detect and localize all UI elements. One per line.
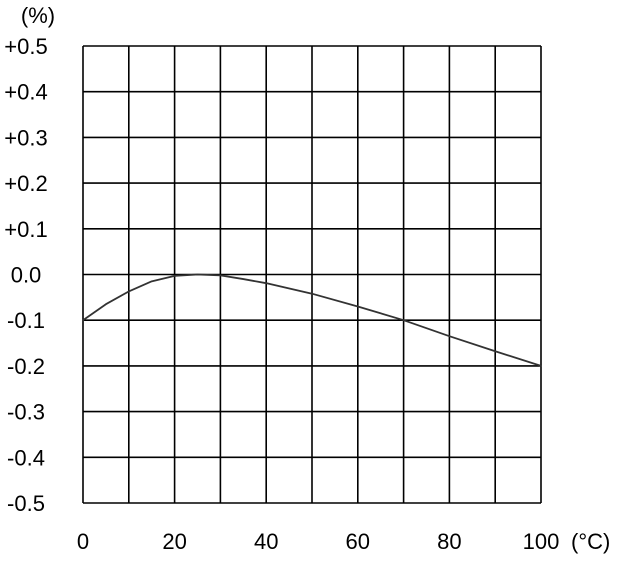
y-tick-label: +0.4	[4, 80, 47, 105]
x-tick-label: 20	[162, 529, 186, 554]
y-tick-label: -0.3	[7, 400, 45, 425]
x-tick-label: 60	[346, 529, 370, 554]
y-axis-ticks: +0.5 +0.4 +0.3 +0.2 +0.1 0.0 -0.1 -0.2 -0.3 -0.4 -…	[4, 34, 47, 516]
x-axis-ticks: 0 20 40 60 80 100	[77, 529, 559, 554]
y-tick-label: 0.0	[11, 263, 42, 288]
y-tick-label: +0.1	[4, 217, 47, 242]
x-axis-unit-label: (°C)	[571, 529, 610, 554]
series-line	[82, 273, 542, 367]
y-tick-label: -0.4	[7, 445, 45, 470]
x-tick-label: 100	[523, 529, 560, 554]
grid	[82, 45, 542, 504]
y-axis-unit-label: (%)	[21, 3, 55, 28]
x-tick-label: 80	[437, 529, 461, 554]
x-tick-label: 40	[254, 529, 278, 554]
y-tick-label: +0.5	[4, 34, 47, 59]
y-tick-label: -0.5	[7, 491, 45, 516]
y-tick-label: -0.2	[7, 354, 45, 379]
x-tick-label: 0	[77, 529, 89, 554]
series-layer	[82, 273, 542, 367]
y-tick-label: -0.1	[7, 308, 45, 333]
y-tick-label: +0.2	[4, 171, 47, 196]
y-tick-label: +0.3	[4, 125, 47, 150]
